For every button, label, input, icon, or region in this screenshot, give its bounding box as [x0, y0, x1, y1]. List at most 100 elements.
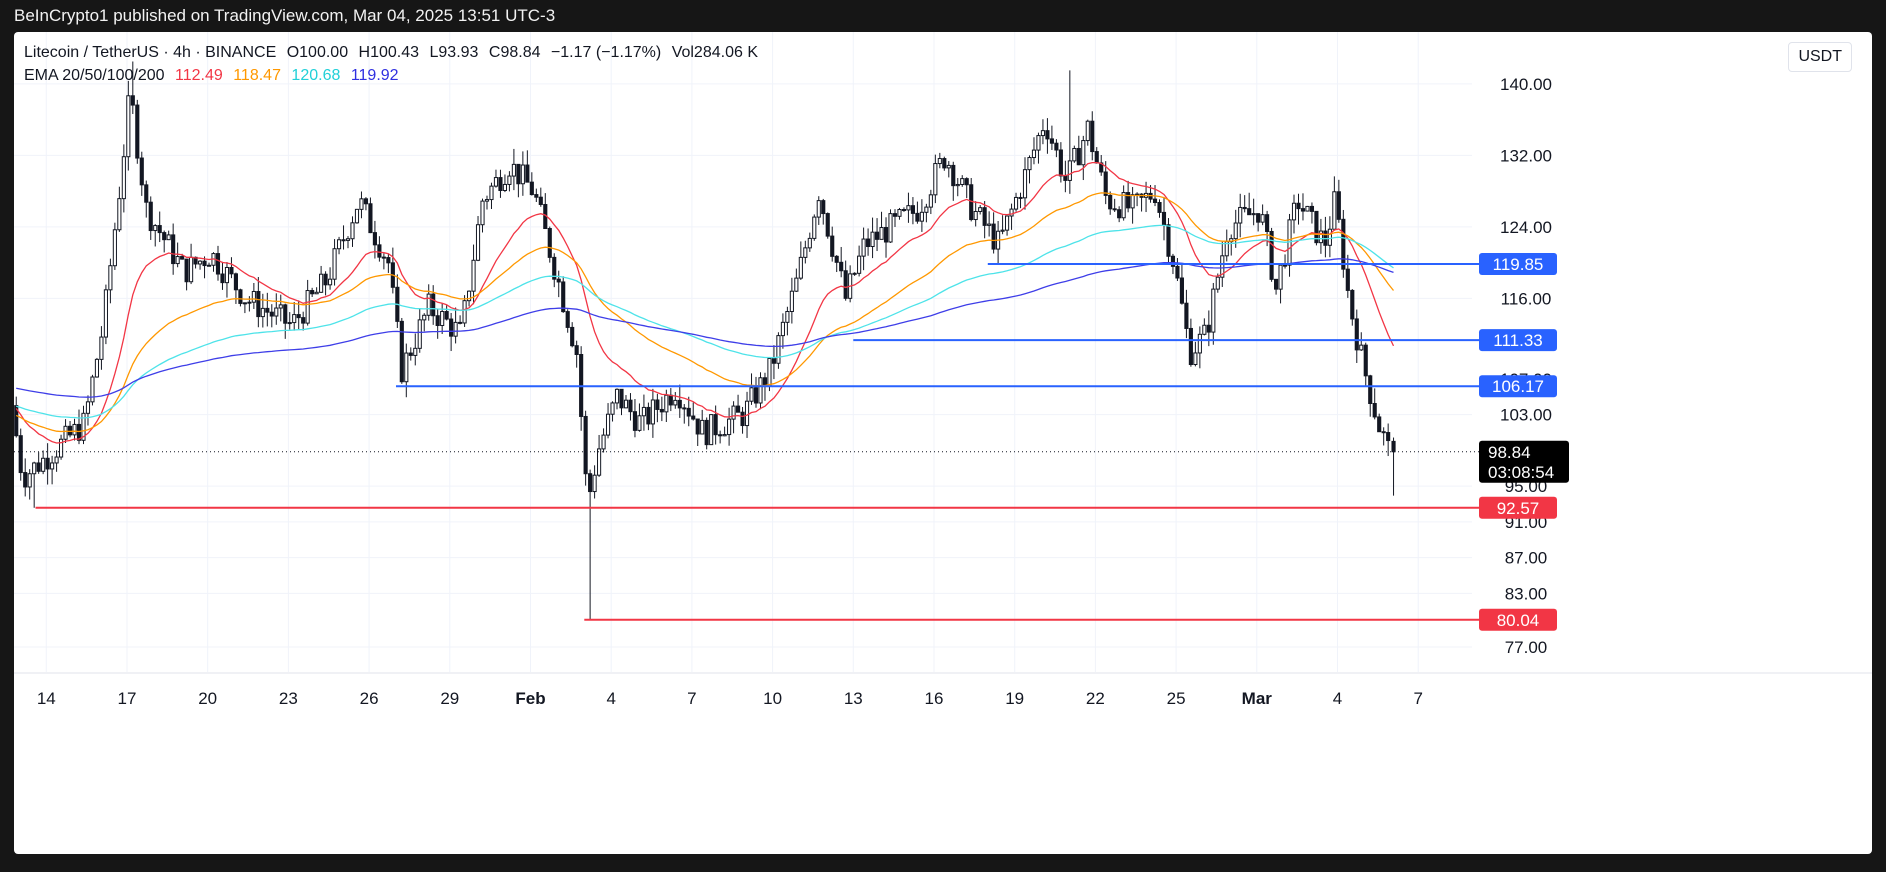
y-tick-label: 140.00: [1500, 75, 1552, 94]
candle-up: [664, 394, 669, 413]
candle-up: [709, 414, 714, 446]
candle-up: [879, 227, 884, 240]
x-tick-label: 22: [1086, 689, 1105, 708]
candle-up: [1013, 196, 1019, 210]
candle-down: [646, 406, 651, 425]
candle-up: [126, 95, 131, 158]
candle-down: [991, 223, 996, 250]
candle-down: [1256, 213, 1261, 223]
candle-down: [691, 415, 696, 420]
candle-up: [1211, 288, 1216, 333]
publisher-text: BeInCrypto1 published on TradingView.com…: [14, 6, 556, 25]
currency-button[interactable]: USDT: [1788, 42, 1852, 72]
volume-value: Vol284.06 K: [671, 44, 758, 61]
candle-up: [1121, 192, 1126, 219]
candle-up: [852, 272, 857, 275]
candle-down: [1108, 194, 1113, 210]
candle-up: [328, 278, 333, 286]
candle-up: [812, 216, 817, 239]
candle-down: [220, 273, 225, 284]
open-value: O100.00: [286, 44, 349, 61]
candle-down: [1341, 218, 1346, 270]
x-tick-label: 20: [198, 689, 217, 708]
price-chart[interactable]: 140.00132.00124.00116.00103.0095.0091.00…: [14, 32, 1872, 854]
candle-up: [417, 319, 422, 349]
symbol-name[interactable]: Litecoin / TetherUS · 4h · BINANCE: [24, 44, 277, 61]
candle-down: [1247, 208, 1252, 216]
ema-label[interactable]: EMA 20/50/100/200: [24, 67, 165, 84]
candle-down: [1269, 230, 1274, 280]
candle-down: [1179, 277, 1184, 304]
candle-down: [1368, 375, 1373, 405]
candle-down: [547, 228, 552, 258]
candle-down: [910, 205, 915, 214]
candle-down: [363, 198, 369, 205]
candle-up: [614, 388, 620, 404]
ema20-value: 112.49: [175, 67, 223, 84]
candle-down: [659, 408, 664, 413]
candle-down: [18, 435, 23, 474]
candle-down: [1090, 120, 1095, 153]
candle-down: [1314, 210, 1319, 244]
candle-down: [1274, 278, 1279, 290]
candle-up: [700, 419, 705, 435]
candle-up: [462, 300, 467, 324]
candle-down: [735, 405, 741, 413]
candle-down: [525, 164, 530, 183]
candle-down: [283, 304, 288, 324]
candle-down: [386, 257, 391, 264]
candle-down: [1354, 318, 1359, 351]
candle-up: [906, 205, 911, 211]
candle-up: [1332, 191, 1337, 230]
candle-down: [632, 411, 638, 431]
x-tick-label: 4: [606, 689, 615, 708]
candle-down: [1386, 432, 1391, 442]
candle-down: [1076, 147, 1081, 166]
candle-up: [94, 358, 100, 378]
support-level-tag: [1479, 496, 1557, 519]
candle-up: [888, 213, 893, 243]
candle-up: [1197, 333, 1202, 354]
candle-down: [1206, 324, 1211, 333]
candle-up: [749, 387, 754, 402]
ema20-line: [15, 161, 1395, 444]
candle-up: [1031, 149, 1037, 159]
candle-down: [301, 317, 306, 324]
candle-up: [955, 183, 960, 187]
candle-down: [76, 423, 82, 441]
candle-down: [529, 181, 534, 196]
candle-up: [1005, 215, 1010, 231]
candle-up: [278, 304, 283, 309]
candle-down: [915, 212, 920, 222]
candle-down: [1175, 265, 1180, 279]
publisher-bar: BeInCrypto1 published on TradingView.com…: [0, 0, 1886, 32]
candle-up: [1022, 169, 1028, 199]
candle-down: [1126, 192, 1131, 209]
candle-down: [229, 266, 234, 275]
candle-up: [511, 163, 516, 177]
candle-down: [874, 231, 880, 240]
candle-up: [422, 314, 427, 321]
candle-down: [830, 235, 835, 257]
candle-up: [785, 311, 790, 323]
candle-down: [570, 326, 575, 347]
candle-up: [1278, 264, 1283, 290]
candle-down: [556, 278, 561, 283]
candle-down: [713, 414, 718, 436]
y-tick-label: 87.00: [1505, 549, 1548, 568]
candle-up: [27, 473, 32, 488]
candle-up: [727, 418, 732, 436]
candle-up: [471, 259, 476, 292]
candle-down: [951, 164, 956, 187]
candle-down: [215, 253, 221, 275]
candle-down: [834, 255, 839, 263]
candle-down: [1117, 209, 1122, 219]
candle-down: [372, 232, 377, 246]
candle-up: [41, 457, 46, 472]
level-tag-label: 92.57: [1497, 499, 1540, 518]
candle-up: [292, 314, 297, 324]
ema100-value: 120.68: [291, 67, 341, 84]
candle-down: [552, 256, 557, 280]
close-value: C98.84: [488, 44, 541, 61]
candle-up: [319, 273, 324, 293]
